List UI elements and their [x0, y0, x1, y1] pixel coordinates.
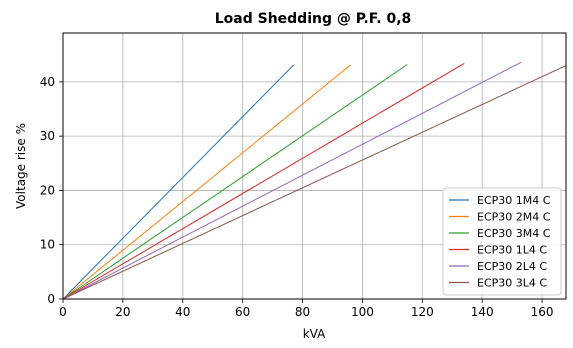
- legend-label: ECP30 2M4 C: [477, 211, 551, 224]
- x-tick-label: 160: [531, 305, 554, 319]
- plot-lines: [62, 61, 567, 300]
- legend-label: ECP30 1M4 C: [477, 194, 551, 207]
- axis-ticks: 0 20 40 60 80 100 120 140 160 0 10 20 30 40: [40, 75, 554, 319]
- series-line-6: [62, 65, 567, 300]
- y-tick-label: 0: [47, 292, 55, 306]
- x-tick-label: 60: [235, 305, 250, 319]
- legend: ECP30 1M4 C ECP30 2M4 C ECP30 3M4 C ECP30 1…: [442, 187, 562, 296]
- x-tick-label: 40: [175, 305, 190, 319]
- series-line-3: [62, 64, 408, 300]
- legend-label: ECP30 3M4 C: [477, 227, 551, 240]
- x-tick-label: 100: [351, 305, 374, 319]
- legend-box: [442, 187, 562, 296]
- x-tick-label: 0: [59, 305, 67, 319]
- plot-frame: [62, 32, 567, 300]
- x-axis-label: kVA: [303, 327, 326, 341]
- y-tick-label: 40: [40, 75, 55, 89]
- y-axis-label: Voltage rise %: [14, 123, 28, 209]
- chart-title: Load Shedding @ P.F. 0,8: [215, 11, 412, 27]
- series-line-4: [62, 62, 465, 300]
- legend-label: ECP30 3L4 C: [477, 277, 547, 290]
- series-line-5: [62, 61, 522, 300]
- x-tick-label: 120: [411, 305, 434, 319]
- y-tick-label: 20: [40, 183, 55, 197]
- series-line-2: [62, 64, 351, 300]
- y-tick-label: 10: [40, 238, 55, 252]
- y-tick-label: 30: [40, 129, 55, 143]
- x-tick-label: 80: [295, 305, 310, 319]
- legend-label: ECP30 2L4 C: [477, 260, 547, 273]
- series-line-1: [62, 64, 294, 300]
- legend-label: ECP30 1L4 C: [477, 244, 547, 257]
- x-tick-label: 20: [115, 305, 130, 319]
- x-tick-label: 140: [471, 305, 494, 319]
